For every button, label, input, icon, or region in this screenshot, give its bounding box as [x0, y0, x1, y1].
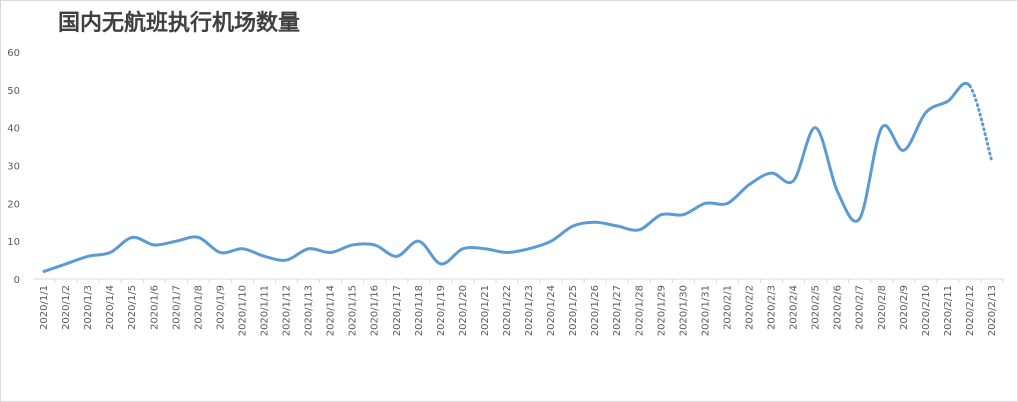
x-tick-label: 2020/1/22 [502, 285, 513, 336]
x-tick-label: 2020/1/17 [392, 285, 403, 336]
x-tick-label: 2020/1/28 [634, 285, 645, 336]
x-tick-label: 2020/1/26 [590, 285, 601, 336]
x-tick-label: 2020/2/2 [744, 285, 755, 330]
x-tick-label: 2020/1/10 [237, 285, 248, 336]
x-tick-label: 2020/2/11 [943, 285, 954, 336]
x-tick-label: 2020/1/23 [524, 285, 535, 336]
y-tick-label: 0 [14, 275, 20, 286]
x-tick-label: 2020/1/16 [370, 285, 381, 336]
x-tick-label: 2020/1/20 [458, 285, 469, 336]
x-tick-label: 2020/1/24 [546, 285, 557, 336]
x-tick-label: 2020/2/10 [921, 285, 932, 336]
line-dotted [968, 84, 994, 164]
x-tick-label: 2020/1/13 [304, 285, 315, 336]
x-tick-label: 2020/2/3 [767, 285, 778, 330]
x-tick-label: 2020/1/7 [171, 285, 182, 330]
x-tick-label: 2020/1/12 [282, 285, 293, 336]
x-tick-label: 2020/1/27 [612, 285, 623, 336]
chart-title: 国内无航班执行机场数量 [58, 10, 300, 36]
x-tick-label: 2020/1/6 [149, 285, 160, 330]
x-tick-label: 2020/1/21 [480, 285, 491, 336]
y-tick-label: 30 [7, 162, 20, 173]
x-tick-label: 2020/1/5 [127, 285, 138, 330]
x-tick-label: 2020/2/4 [789, 285, 800, 330]
x-tick-label: 2020/2/8 [877, 285, 888, 330]
y-tick-label: 60 [7, 48, 20, 59]
x-tick-label: 2020/1/1 [39, 285, 50, 330]
x-tick-label: 2020/2/12 [965, 285, 976, 336]
x-tick-label: 2020/1/3 [83, 285, 94, 330]
x-tick-label: 2020/1/9 [215, 285, 226, 330]
x-tick-label: 2020/1/31 [700, 285, 711, 336]
x-tick-label: 2020/2/7 [855, 285, 866, 330]
x-tick-label: 2020/2/6 [833, 285, 844, 330]
x-tick-label: 2020/1/4 [105, 285, 116, 330]
x-tick-label: 2020/1/25 [568, 285, 579, 336]
x-tick-label: 2020/2/13 [987, 285, 998, 336]
x-tick-label: 2020/2/5 [811, 285, 822, 330]
x-tick-label: 2020/1/15 [348, 285, 359, 336]
y-tick-label: 50 [7, 86, 20, 97]
line [42, 82, 972, 273]
y-tick-label: 40 [7, 124, 20, 135]
y-tick-label: 10 [7, 237, 20, 248]
x-tick-label: 2020/1/11 [259, 285, 270, 336]
x-tick-label: 2020/1/30 [678, 285, 689, 336]
x-tick-label: 2020/1/2 [61, 285, 72, 330]
x-tick-label: 2020/1/14 [326, 285, 337, 336]
x-tick-label: 2020/1/8 [193, 285, 204, 330]
x-tick-label: 2020/2/1 [722, 285, 733, 330]
x-tick-label: 2020/1/29 [656, 285, 667, 336]
x-tick-label: 2020/2/9 [899, 285, 910, 330]
y-tick-label: 20 [7, 199, 20, 210]
x-tick-label: 2020/1/18 [414, 285, 425, 336]
x-tick-label: 2020/1/19 [436, 285, 447, 336]
